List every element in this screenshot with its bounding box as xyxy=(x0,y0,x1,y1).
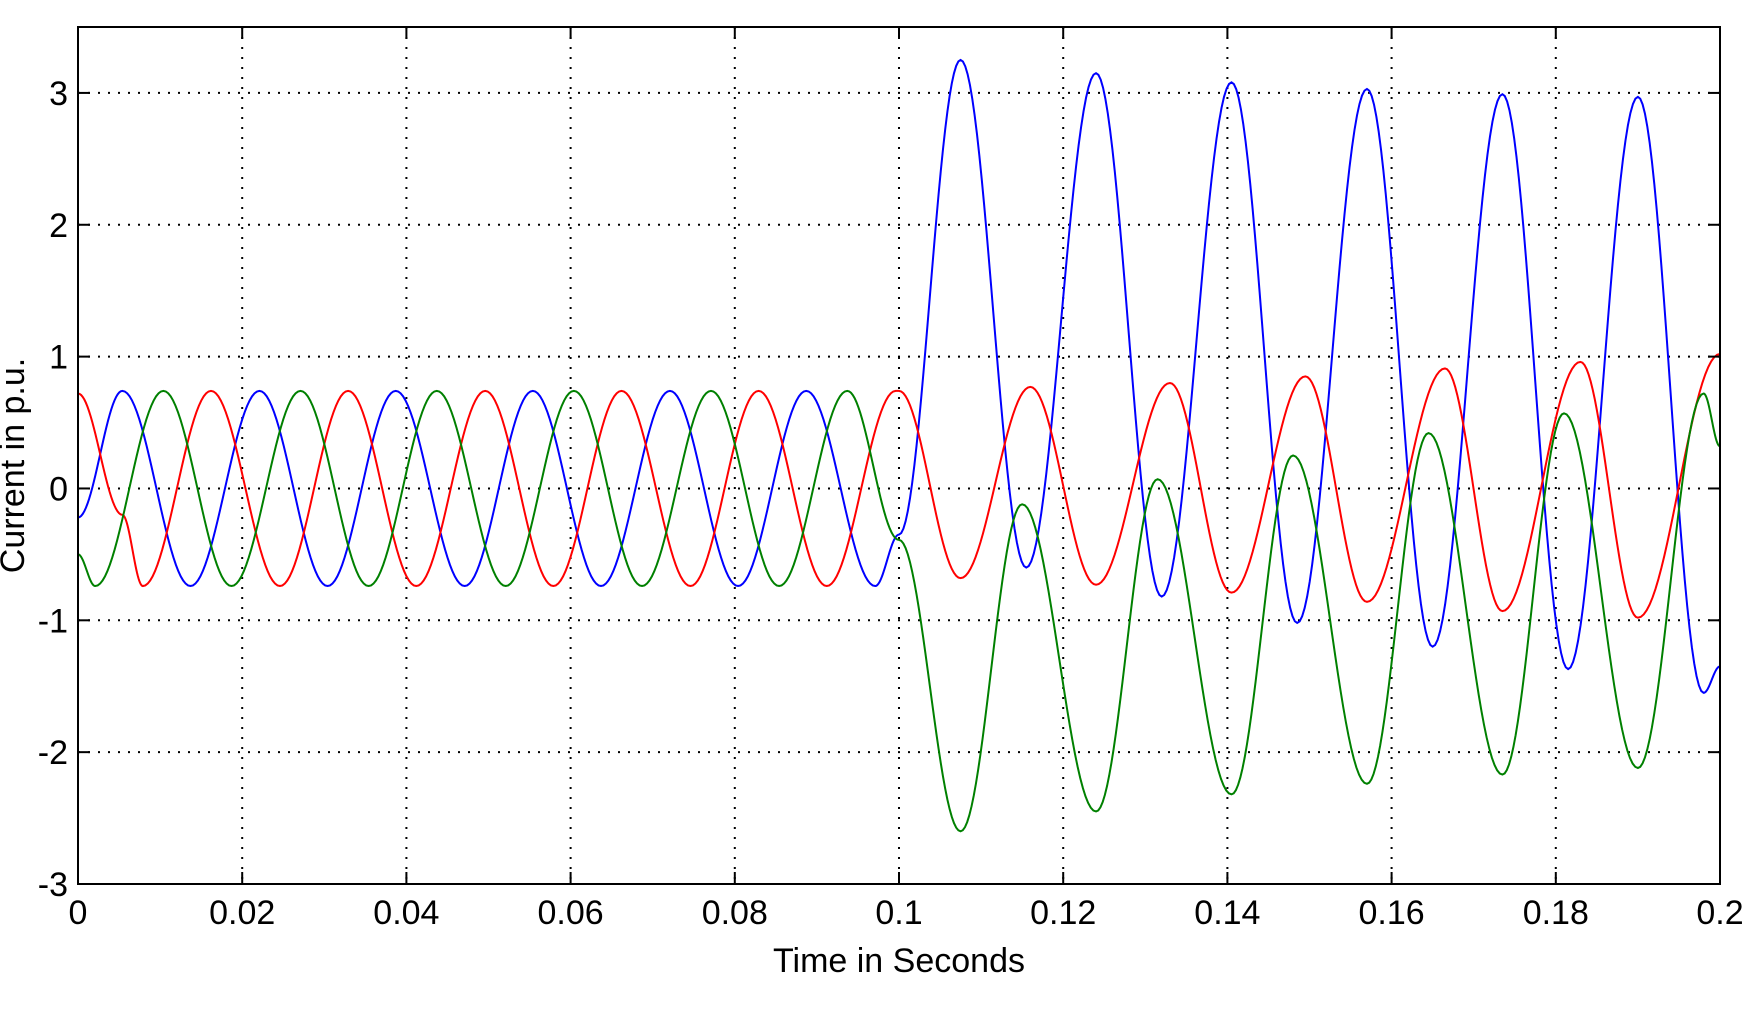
series-lines xyxy=(77,58,1721,833)
x-tick-labels: 0 0.02 0.04 0.06 0.08 0.1 0.12 0.14 0.16 0.18 0.2 xyxy=(69,894,1744,932)
x-tick-label: 0.04 xyxy=(373,894,439,932)
x-tick-label: 0.16 xyxy=(1359,894,1425,932)
x-tick-label: 0.08 xyxy=(702,894,768,932)
y-tick-label: -1 xyxy=(38,602,68,640)
x-tick-label: 0.14 xyxy=(1194,894,1260,932)
series-line-2 xyxy=(77,353,1721,619)
x-tick-label: 0.12 xyxy=(1030,894,1096,932)
x-axis-label: Time in Seconds xyxy=(773,942,1025,980)
y-tick-labels: -3 -2 -1 0 1 2 3 xyxy=(38,75,68,904)
y-tick-label: -2 xyxy=(38,734,68,772)
x-tick-label: 0.18 xyxy=(1523,894,1589,932)
y-tick-label: 0 xyxy=(49,470,68,508)
y-tick-label: 1 xyxy=(49,339,68,377)
series-line-3 xyxy=(77,389,1721,833)
axis-ticks xyxy=(77,27,1721,885)
x-tick-label: 0.02 xyxy=(209,894,275,932)
x-tick-label: 0.2 xyxy=(1696,894,1743,932)
y-tick-label: -3 xyxy=(38,866,68,904)
grid xyxy=(78,27,1720,884)
x-tick-label: 0.1 xyxy=(875,894,922,932)
y-tick-label: 2 xyxy=(49,207,68,245)
y-axis-label: Current in p.u. xyxy=(0,358,32,573)
series-line-1 xyxy=(77,58,1721,694)
x-tick-label: 0 xyxy=(69,894,88,932)
x-tick-label: 0.06 xyxy=(538,894,604,932)
y-tick-label: 3 xyxy=(49,75,68,113)
plot-frame xyxy=(77,26,1721,885)
